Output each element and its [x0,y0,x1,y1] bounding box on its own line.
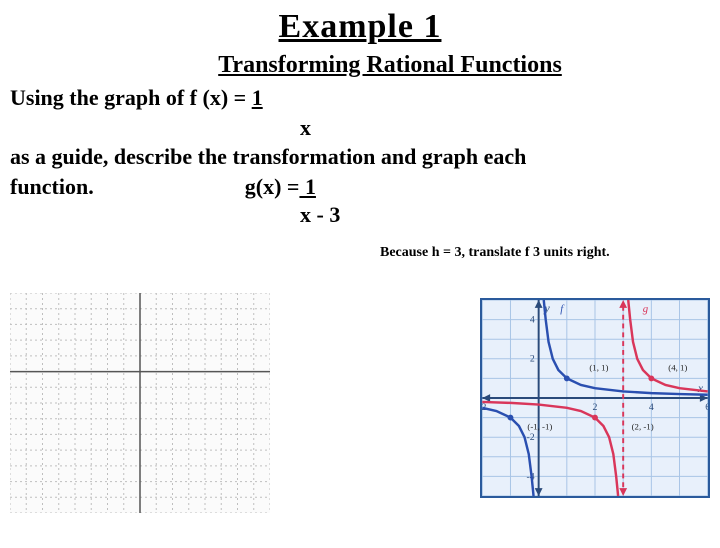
fraction-numerator-1: 1 [252,85,263,110]
blank-coordinate-grid [10,293,270,513]
line-3: as a guide, describe the transformation … [0,142,720,172]
svg-text:(-1, -1): (-1, -1) [527,421,552,431]
svg-text:4: 4 [530,315,535,326]
svg-text:x: x [697,382,704,395]
svg-text:2: 2 [530,354,535,365]
line4-gx: g(x) = [245,174,300,199]
answer-text: Because h = 3, translate f 3 units right… [380,245,610,261]
svg-text:6: 6 [705,402,710,413]
subtitle: Transforming Rational Functions [60,52,720,79]
svg-text:(1, 1): (1, 1) [589,363,608,373]
svg-text:(4, 1): (4, 1) [668,363,687,373]
line-1: Using the graph of f (x) = 1 [0,83,720,113]
line1-text: Using the graph of f (x) = [10,85,252,110]
gx-denominator: x - 3 [300,202,720,228]
svg-text:2: 2 [593,402,598,413]
example-title: Example 1 [0,8,720,46]
line-x: x [290,113,720,143]
svg-text:-2: -2 [527,432,535,443]
gx-numerator: 1 [299,174,316,199]
svg-text:f: f [560,303,565,315]
line4-function: function. [10,174,94,199]
svg-text:4: 4 [649,402,654,413]
line-4: function. g(x) = 1 [0,172,720,202]
svg-text:(2, -1): (2, -1) [632,421,654,431]
rational-function-graph: -2246-4-224xyfg(1, 1)(4, 1)(-1, -1)(2, -… [480,298,710,498]
svg-text:g: g [643,303,649,315]
